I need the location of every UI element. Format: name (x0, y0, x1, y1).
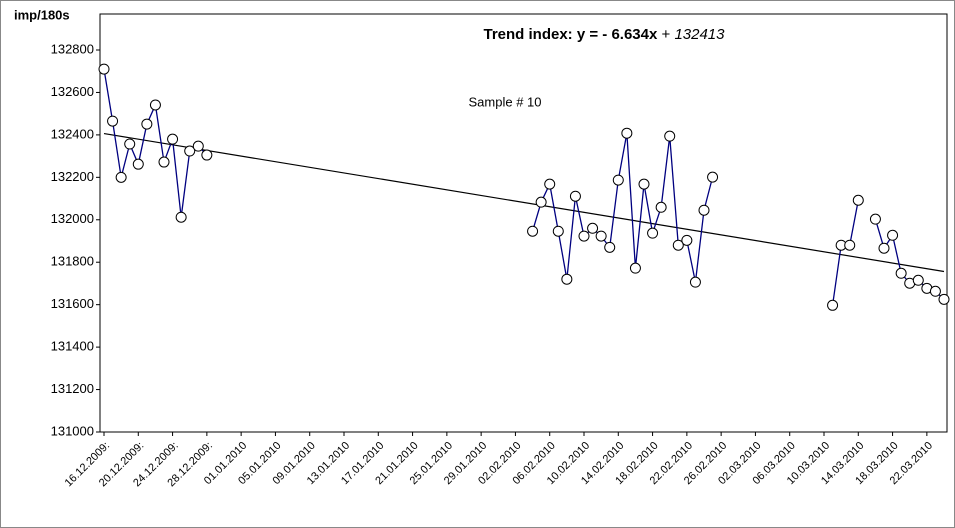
data-point (141, 118, 153, 130)
data-point (552, 225, 564, 237)
plot-area (99, 13, 948, 433)
data-point (852, 194, 864, 206)
data-point (604, 241, 616, 253)
y-tick-label: 131200 (51, 381, 94, 396)
data-point (132, 158, 144, 170)
data-point (535, 196, 547, 208)
data-point (698, 204, 710, 216)
trend-operator: + (662, 26, 671, 43)
annotation: Sample # 10 (469, 94, 542, 109)
data-point (647, 227, 659, 239)
data-point (878, 242, 890, 254)
data-point (621, 127, 633, 139)
y-tick-label: 131400 (51, 339, 94, 354)
data-point (827, 299, 839, 311)
data-point (175, 211, 187, 223)
data-point (184, 145, 196, 157)
title-text: Trend index: y = (483, 26, 598, 43)
data-point (655, 201, 667, 213)
data-point (115, 171, 127, 183)
data-point (638, 178, 650, 190)
y-tick-label: 132600 (51, 84, 94, 99)
data-point (569, 190, 581, 202)
y-tick-label: 131600 (51, 296, 94, 311)
data-point (672, 239, 684, 251)
data-point (107, 115, 119, 127)
data-point (158, 156, 170, 168)
data-point (612, 174, 624, 186)
data-point (887, 229, 899, 241)
y-tick-label: 132200 (51, 169, 94, 184)
data-point (587, 222, 599, 234)
y-tick-label: 132400 (51, 126, 94, 141)
trend-intercept: 132413 (674, 26, 725, 43)
data-point (869, 213, 881, 225)
data-point (938, 293, 950, 305)
data-point (201, 149, 213, 161)
data-point (929, 285, 941, 297)
chart-title: Trend index: y = - 6.634x + 132413 (483, 26, 725, 43)
y-tick-label: 131800 (51, 254, 94, 269)
data-point (664, 130, 676, 142)
data-point (689, 276, 701, 288)
y-tick-label: 132800 (51, 41, 94, 56)
data-point (124, 138, 136, 150)
data-point (629, 262, 641, 274)
data-point (149, 99, 161, 111)
data-point (527, 225, 539, 237)
data-point (192, 140, 204, 152)
data-point (544, 178, 556, 190)
data-point (681, 234, 693, 246)
trendline (103, 132, 945, 273)
data-point (578, 230, 590, 242)
data-point (912, 274, 924, 286)
data-point (98, 63, 110, 75)
y-tick-label: 132000 (51, 211, 94, 226)
data-point (895, 267, 907, 279)
trend-slope: - 6.634x (602, 26, 658, 43)
data-point (844, 239, 856, 251)
data-point (167, 133, 179, 145)
y-axis-label: imp/180s (14, 7, 70, 22)
data-point (561, 273, 573, 285)
data-point (707, 171, 719, 183)
data-point (595, 230, 607, 242)
y-tick-label: 131000 (51, 423, 94, 438)
